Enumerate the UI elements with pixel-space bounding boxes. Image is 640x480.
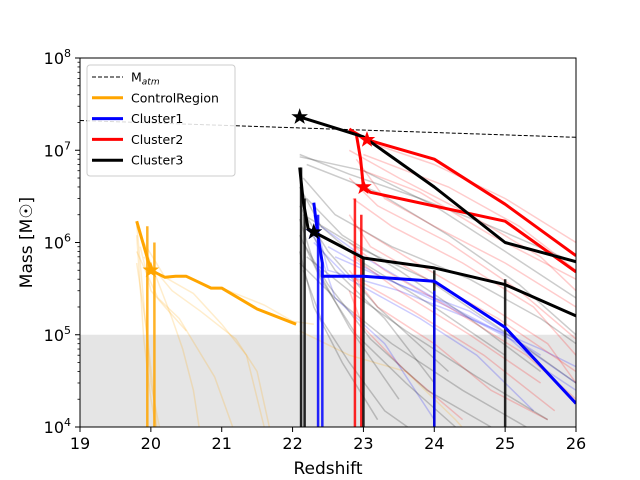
legend: Matm ControlRegion Cluster1 Cluster2 Cluster… (86, 64, 236, 177)
cluster3-faint-line (298, 251, 379, 421)
shaded-region-below-1e5 (80, 334, 576, 427)
x-tick-label: 19 (70, 434, 90, 453)
x-tick-label: 22 (282, 434, 302, 453)
legend-cluster3-label: Cluster3 (131, 153, 183, 168)
controlregion-faint-line (143, 242, 265, 427)
cluster2-faint-line (348, 214, 576, 373)
cluster3-faint-line (298, 218, 400, 400)
y-tick-label: 104 (44, 416, 71, 437)
cluster2-faint-line (363, 169, 576, 280)
cluster2-star-marker (355, 178, 372, 194)
cluster3-faint-line (306, 256, 549, 421)
cluster3-faint-line (299, 234, 456, 427)
y-tick-label: 108 (44, 47, 71, 68)
cluster1-faint-line (320, 225, 576, 391)
cluster3-faint-line (302, 177, 576, 345)
legend-cluster2-label: Cluster2 (131, 132, 183, 147)
x-tick-label: 26 (566, 434, 586, 453)
cluster3-faint-line (306, 197, 542, 373)
legend-controlregion-label: ControlRegion (131, 90, 219, 105)
cluster3-main-line-2 (299, 115, 576, 264)
x-tick-label: 21 (212, 434, 232, 453)
cluster1-faint-line (313, 241, 535, 412)
x-tick-label: 25 (495, 434, 515, 453)
cluster3-faint-line (299, 153, 576, 264)
controlregion-faint-line (136, 251, 234, 427)
x-tick-label: 20 (141, 434, 161, 453)
cluster3-faint-line (302, 270, 409, 427)
cluster1-faint-line (313, 234, 435, 421)
controlregion-main-line (135, 220, 297, 326)
y-tick-label: 107 (44, 139, 71, 160)
plot-area (80, 108, 576, 427)
legend-m-atm-label: Matm (131, 70, 160, 88)
legend-box (86, 64, 236, 177)
controlregion-star-marker (142, 261, 160, 278)
cluster2-faint-line (355, 158, 576, 308)
legend-cluster1-label: Cluster1 (131, 111, 183, 126)
y-axis-label: Mass [M☉] (17, 197, 37, 288)
controlregion-faint-line (143, 256, 271, 427)
x-tick-label: 24 (424, 434, 444, 453)
y-tick-label: 105 (44, 324, 71, 345)
cluster2-faint-line (355, 278, 556, 412)
cluster2-star-marker (358, 130, 376, 147)
cluster3-star-marker (291, 108, 308, 124)
controlregion-faint-line (135, 226, 200, 427)
cluster3-faint-line (306, 163, 576, 336)
cluster3-star-marker (305, 223, 323, 240)
cluster2-faint-line (348, 177, 576, 340)
cluster2-faint-line (355, 225, 576, 384)
m-atm-line (80, 120, 576, 138)
controlregion-faint-line (299, 330, 463, 427)
y-tick-label: 106 (44, 232, 71, 253)
axes: 19 20 21 22 23 24 25 26 104 105 106 107 108 Redshift M… (17, 47, 586, 479)
controlregion-faint-line (221, 287, 314, 325)
cluster2-faint-line (363, 153, 576, 271)
cluster3-main-line (298, 167, 576, 318)
cluster2-faint-line (352, 197, 576, 356)
cluster3-faint-line (302, 242, 492, 427)
x-axis-label: Redshift (293, 459, 362, 479)
x-tick-label: 23 (353, 434, 373, 453)
